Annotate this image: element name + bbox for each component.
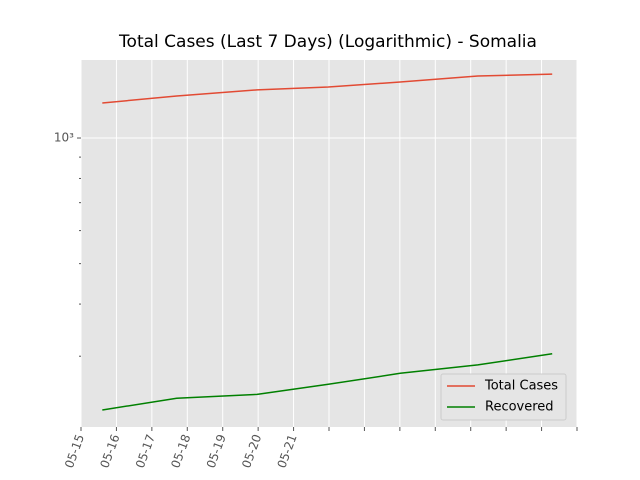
- x-tick-label: 05-15: [62, 432, 87, 470]
- x-tick-label: 05-16: [97, 432, 122, 470]
- chart-title: Total Cases (Last 7 Days) (Logarithmic) …: [118, 32, 537, 52]
- legend-label: Recovered: [485, 400, 554, 415]
- legend: Total Cases Recovered: [440, 373, 567, 421]
- line: [102, 73, 553, 104]
- x-tick-label: 05-17: [133, 432, 158, 470]
- legend-label: Total Cases: [484, 379, 558, 394]
- x-tick-label: 05-18: [168, 432, 193, 470]
- x-tick-label: 05-21: [275, 432, 300, 470]
- x-tick-label: 05-19: [204, 432, 229, 470]
- line: [102, 353, 553, 411]
- x-tick-label: 05-20: [239, 432, 264, 470]
- y-tick-label: 10³: [54, 131, 74, 145]
